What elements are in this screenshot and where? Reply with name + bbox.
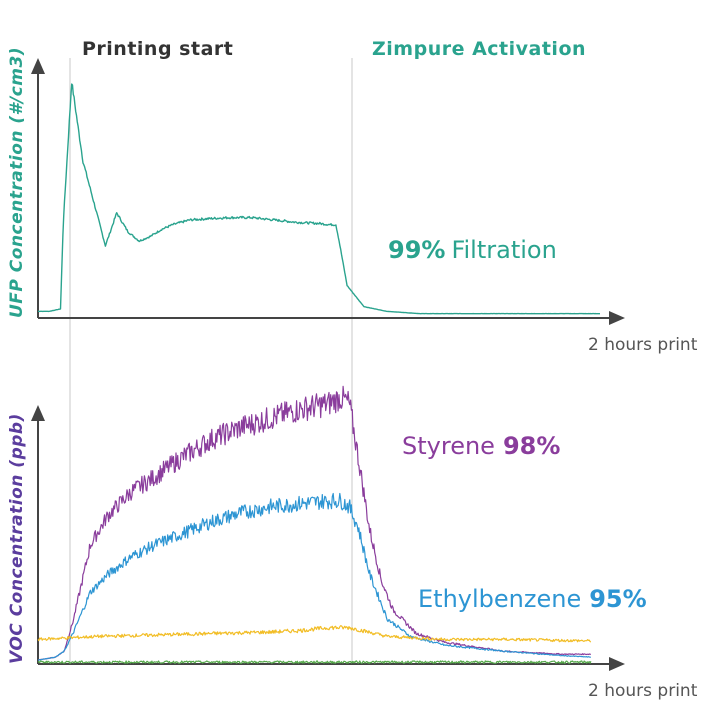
ethylbenzene-callout: Ethylbenzene 95% xyxy=(418,585,647,613)
voc-ethylbenzene-line xyxy=(38,492,591,661)
ufp-plot xyxy=(38,83,600,315)
filtration-text: Filtration xyxy=(451,236,556,264)
voc-y-arrow-icon xyxy=(31,405,45,421)
ufp-x-arrow-icon xyxy=(609,311,625,325)
ethylbenzene-pct: 95% xyxy=(589,585,646,613)
filtration-pct: 99% xyxy=(388,236,445,264)
voc-x-label: 2 hours print xyxy=(588,681,698,701)
voc-styrene-line xyxy=(37,385,591,661)
styrene-name: Styrene xyxy=(402,432,495,460)
ufp-y-arrow-icon xyxy=(31,58,45,74)
ethylbenzene-name: Ethylbenzene xyxy=(418,585,581,613)
voc-series-3-line xyxy=(37,625,592,643)
voc-plot xyxy=(37,385,592,664)
ufp-y-label: UFP Concentration (#/cm3) xyxy=(7,47,27,318)
ufp-series-1-line xyxy=(38,83,600,315)
activation-label: Zimpure Activation xyxy=(372,38,586,60)
ufp-axes xyxy=(31,58,625,325)
voc-axes xyxy=(31,405,625,671)
voc-series-4-line xyxy=(37,660,592,664)
styrene-pct: 98% xyxy=(503,432,560,460)
filtration-callout: 99% Filtration xyxy=(388,236,557,264)
ufp-x-label: 2 hours print xyxy=(588,335,698,355)
printing-start-label: Printing start xyxy=(82,38,233,60)
styrene-callout: Styrene 98% xyxy=(402,432,560,460)
voc-y-label: VOC Concentration (ppb) xyxy=(7,413,27,664)
voc-x-arrow-icon xyxy=(609,657,625,671)
